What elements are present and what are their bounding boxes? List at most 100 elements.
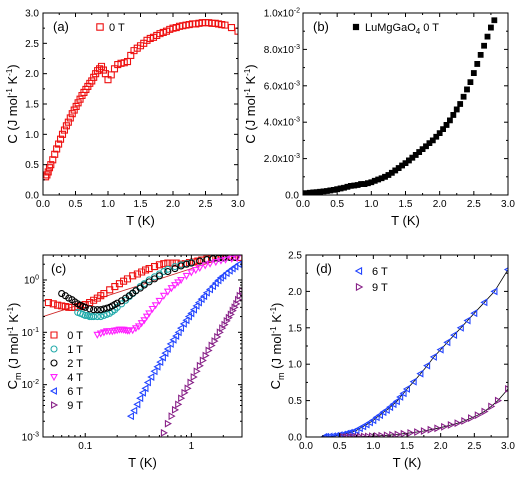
data-point: [474, 411, 482, 420]
x-tick-label: 3.0: [501, 441, 515, 452]
data-point: [81, 303, 89, 311]
data-point: [148, 305, 157, 314]
data-point: [488, 24, 494, 31]
data-point: [441, 422, 449, 431]
data-point: [399, 389, 407, 398]
x-tick-label: 1.0: [366, 441, 380, 452]
panel-c: 0.1 1 10-3 10-2 10-1 100 T (K) Cm (J mol-1 K-1)…: [5, 254, 243, 470]
data-point: [365, 418, 373, 427]
data-point: [470, 70, 477, 76]
data-point: [140, 39, 148, 47]
x-tick-label: 3.0: [501, 199, 515, 210]
y-tick-label: 2.0: [288, 287, 302, 298]
data-point: [57, 135, 65, 143]
data-point: [187, 269, 196, 277]
y-tick-label: 10-2: [22, 379, 39, 391]
data-point: [231, 262, 239, 271]
data-point: [128, 327, 137, 335]
data-point: [211, 259, 220, 267]
data-point: [44, 299, 52, 307]
data-point: [175, 22, 184, 30]
data-point: [145, 265, 153, 273]
series-0: [303, 17, 498, 195]
data-point: [200, 292, 208, 301]
data-point: [195, 19, 203, 27]
x-tick-label: 0.5: [333, 441, 347, 452]
data-point: [197, 295, 205, 304]
y-tick-label: 8.0x10-3: [264, 44, 300, 56]
x-tick-label: 0.5: [69, 199, 83, 210]
series-4: [126, 260, 242, 421]
data-point: [414, 428, 422, 436]
data-point: [178, 394, 186, 403]
data-point: [481, 407, 489, 416]
data-point: [93, 306, 101, 314]
data-point: [130, 47, 138, 55]
data-point: [174, 328, 182, 337]
x-tick-label: 2.0: [433, 199, 447, 210]
series-1: [340, 385, 508, 437]
data-point: [194, 298, 202, 307]
legend-marker: [50, 345, 58, 353]
data-point: [375, 411, 384, 420]
data-point: [187, 378, 195, 387]
data-point: [175, 400, 183, 409]
data-point: [43, 171, 51, 179]
x-tick-label: 0.0: [36, 199, 50, 210]
data-point: [168, 412, 176, 421]
plot-frame: [42, 254, 243, 438]
x-tick-label: 2.5: [467, 441, 481, 452]
data-point: [133, 400, 141, 409]
data-point: [99, 66, 107, 74]
data-point: [196, 257, 204, 265]
data-point: [481, 42, 487, 49]
data-point: [221, 256, 230, 264]
data-point: [58, 130, 67, 138]
series-0: [43, 19, 238, 181]
data-point: [379, 408, 387, 417]
data-point: [120, 59, 128, 67]
data-point: [420, 427, 428, 435]
data-point: [138, 388, 146, 397]
y-tick-label: 10-3: [22, 432, 39, 444]
data-point: [153, 31, 161, 39]
data-point: [136, 394, 144, 403]
data-point: [227, 255, 236, 263]
y-axis-label: Cm (J mol-1 K-1): [268, 303, 286, 390]
legend-label: 4 T: [67, 372, 83, 384]
data-point: [167, 285, 176, 293]
legend: LuMgGaO4 0 T: [352, 22, 439, 36]
data-point: [58, 290, 66, 298]
data-point: [359, 422, 367, 431]
data-point: [104, 76, 112, 84]
data-point: [166, 25, 174, 33]
fit-curve-6t: [324, 269, 508, 437]
x-tick-label: 1.5: [399, 199, 413, 210]
data-point: [192, 20, 200, 28]
data-point: [214, 276, 222, 285]
data-point: [90, 73, 98, 81]
data-point: [464, 86, 470, 93]
data-point: [74, 99, 82, 107]
data-point: [140, 281, 148, 289]
data-point: [86, 305, 94, 313]
legend-marker: [355, 282, 364, 292]
data-point: [145, 278, 153, 286]
data-point: [325, 432, 333, 437]
data-point: [369, 416, 377, 425]
legend-marker: [49, 387, 57, 395]
data-point: [156, 30, 164, 38]
data-point: [43, 173, 50, 181]
data-point: [192, 301, 200, 310]
data-point: [222, 269, 230, 278]
y-tick-label: 2.0: [25, 69, 39, 80]
data-point: [187, 309, 195, 318]
data-point: [179, 22, 187, 30]
y-tick-label: 1.0x10-2: [264, 8, 300, 20]
data-point: [166, 339, 174, 348]
x-tick-label: 2.5: [199, 199, 213, 210]
data-point: [141, 384, 149, 393]
data-point: [427, 425, 435, 434]
data-point: [68, 110, 76, 118]
